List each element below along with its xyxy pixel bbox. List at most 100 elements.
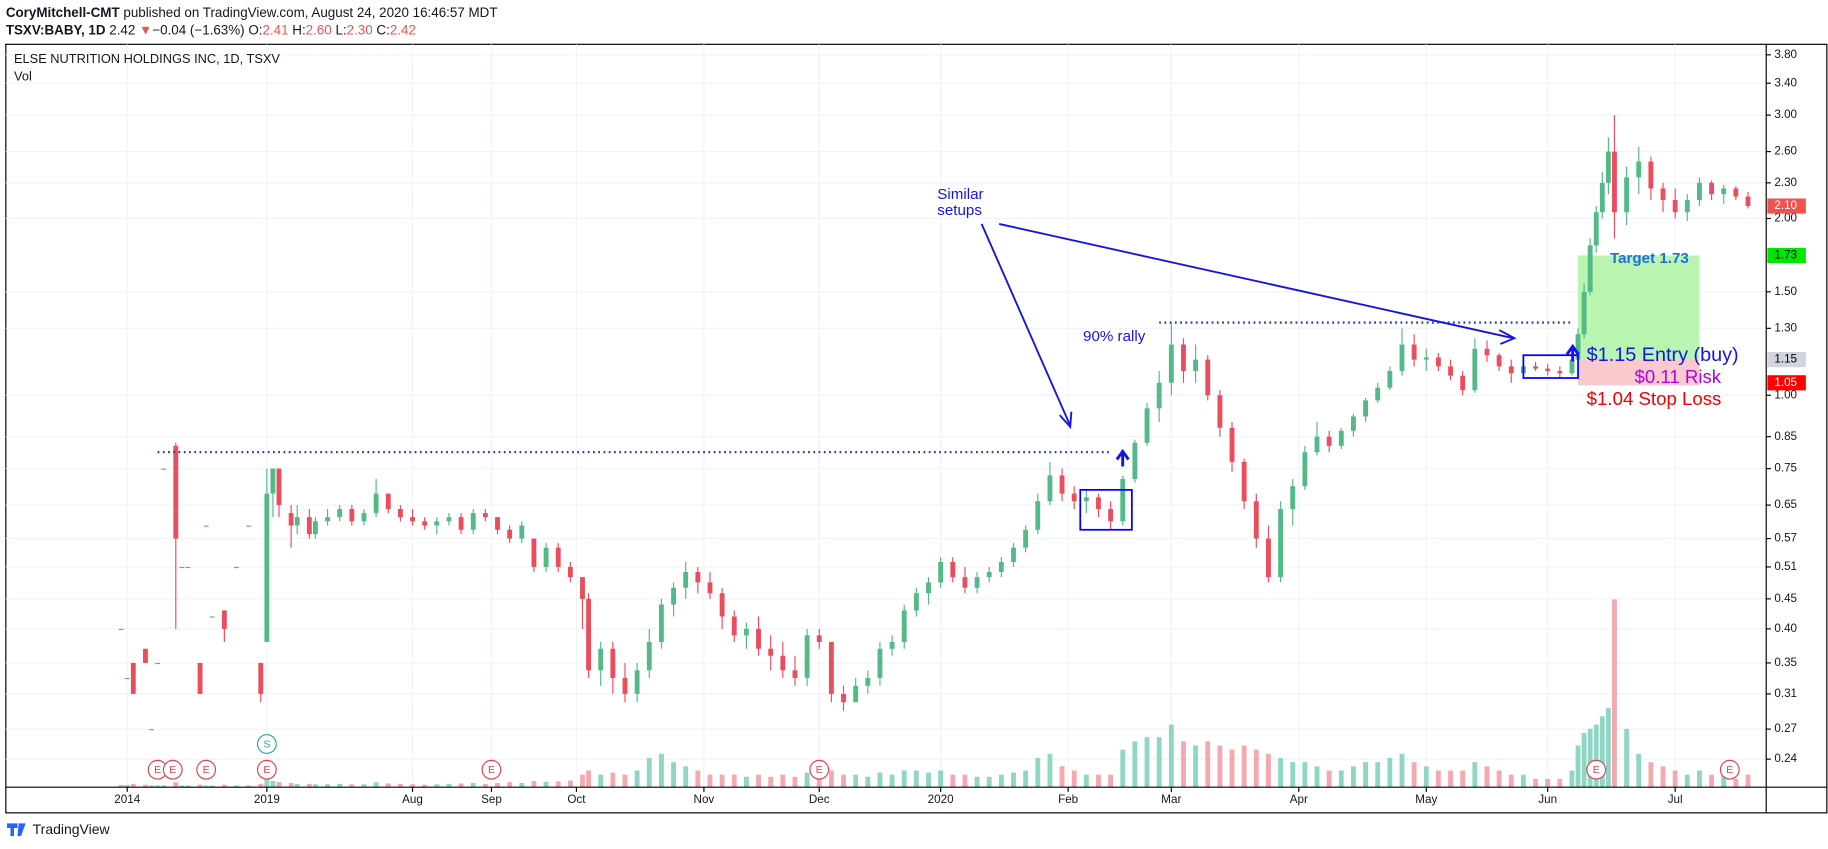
candle-body [1193, 359, 1199, 371]
volume-bar [1508, 774, 1514, 788]
volume-bar [1266, 753, 1271, 788]
y-tick-label: 1.00 [1774, 388, 1797, 401]
candle-body [258, 662, 264, 694]
candle-body [234, 566, 239, 569]
volume-bar [1636, 753, 1642, 788]
volume-bar [1496, 770, 1502, 788]
volume-bar [816, 776, 822, 788]
arrows [980, 223, 1580, 467]
x-tick-label: Jun [1538, 793, 1557, 806]
volume-bar [1435, 770, 1441, 788]
candle-body [1011, 547, 1016, 562]
candle-body [130, 662, 136, 694]
volume-bar [1745, 774, 1751, 788]
candle-body [1581, 291, 1587, 335]
annotation-risk: $0.11 Risk [1634, 366, 1721, 387]
volume-bar [543, 781, 549, 788]
arrow-head [1059, 411, 1073, 430]
y-tick-label: 0.75 [1774, 462, 1797, 475]
volume-bar [1672, 770, 1678, 788]
volume-bar [865, 776, 871, 788]
annotation-similar: Similar [937, 186, 983, 203]
volume-bar [209, 785, 215, 788]
candle-body [1326, 436, 1332, 446]
volume-bar [731, 774, 737, 788]
zone [1578, 359, 1700, 386]
candle-body [780, 655, 786, 671]
volume-label: Vol [14, 68, 32, 83]
candle-body [1059, 475, 1065, 494]
volume-bar [634, 770, 640, 788]
x-tick-label: 2020 [928, 793, 954, 806]
candle-body [179, 566, 185, 569]
l-label: L: [335, 22, 346, 37]
volume-bar [1624, 728, 1630, 788]
volume-bar [1375, 762, 1381, 788]
candle-body [1351, 416, 1356, 431]
volume-bar [1484, 766, 1490, 788]
volume-bar [877, 772, 883, 788]
candle-body [209, 616, 215, 618]
candle-body [495, 517, 500, 530]
volume-bar [173, 782, 179, 788]
price-marker-label: 1.15 [1774, 353, 1797, 366]
candle-body [519, 525, 525, 539]
events-label: E [154, 765, 161, 776]
candle-body [1132, 442, 1138, 480]
volume-bar [1326, 770, 1332, 788]
volume-bar [580, 774, 585, 788]
candle-body [1314, 436, 1320, 453]
candle-body [1071, 493, 1077, 502]
volume-bar [221, 784, 227, 788]
volume-bar [385, 783, 391, 788]
candle-body [1636, 161, 1642, 178]
candle-body [707, 582, 713, 594]
candle-body [1605, 151, 1611, 183]
volume-bar [768, 776, 774, 788]
candle-body [1709, 182, 1715, 195]
volume-bar [143, 784, 148, 788]
events-marker [809, 759, 830, 780]
candle-body [1472, 348, 1478, 391]
volume-bar [1660, 766, 1666, 788]
candle-body [373, 493, 379, 514]
candle-body [1684, 200, 1690, 213]
y-tick-label: 0.40 [1774, 622, 1797, 635]
volume-bar [841, 774, 846, 788]
c-label: C: [376, 22, 389, 37]
consolidation-box [1522, 354, 1579, 379]
candle-body [118, 628, 124, 631]
volume-bar [671, 762, 676, 788]
h-label: H: [292, 22, 305, 37]
candle-body [1411, 344, 1417, 360]
candle-body [173, 445, 179, 539]
candle-body [161, 468, 167, 470]
candle-body [816, 635, 822, 642]
volume-bar [373, 782, 379, 788]
candle-body [889, 641, 895, 649]
events-label: E [816, 765, 823, 776]
up-arrow [1565, 343, 1580, 362]
events-marker [196, 759, 217, 780]
volume-bar [422, 784, 428, 788]
candle-body [1533, 366, 1538, 369]
volume-bar [804, 772, 810, 788]
candle-body [288, 513, 294, 526]
volume-bar [1557, 778, 1563, 788]
volume-bar [482, 783, 488, 788]
candle-body [1302, 452, 1308, 487]
candle-body [1217, 395, 1223, 428]
candle-body [580, 577, 585, 599]
candle-body [986, 571, 992, 578]
footer: TradingView [6, 821, 110, 837]
x-tick-label: Oct [567, 793, 586, 806]
volume-bar [1581, 732, 1587, 788]
events-label: E [169, 765, 176, 776]
volume-bar [1083, 774, 1089, 788]
candle-body [1496, 355, 1502, 367]
price-marker [1767, 247, 1806, 264]
price-marker-label: 1.05 [1774, 376, 1797, 389]
volume-bar [1217, 745, 1223, 788]
y-tick-label: 3.80 [1774, 48, 1797, 61]
